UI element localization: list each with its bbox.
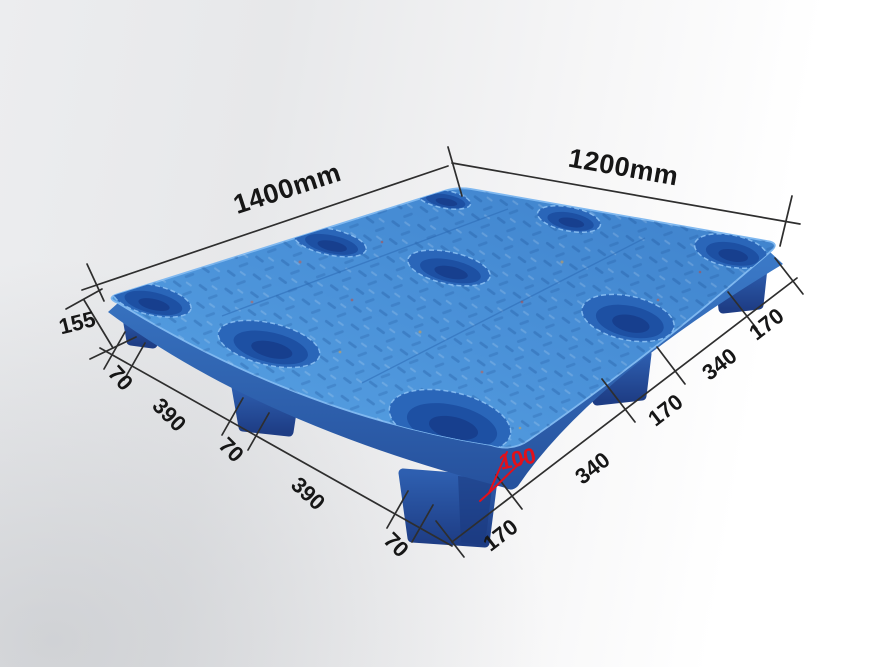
dim-100-red: [479, 451, 525, 502]
deck-cup: [407, 249, 491, 287]
right-dim-chain: [435, 257, 804, 558]
deck-cup: [217, 319, 321, 369]
deck-cup: [112, 282, 192, 318]
dim-label-right-1: 340: [570, 447, 614, 489]
deck-cup: [536, 204, 602, 234]
dim-label-left-1: 390: [147, 393, 191, 437]
dim-label-height: 155: [56, 306, 98, 339]
dim-label-length: 1400mm: [230, 157, 345, 220]
dim-1400: [81, 146, 463, 302]
pallet-deck-texture: [111, 188, 775, 448]
dim-label-width: 1200mm: [566, 143, 681, 192]
pallet-side-wall: [108, 252, 783, 490]
dimension-lines: [65, 146, 804, 558]
dim-label-left-2: 70: [214, 432, 249, 467]
dim-label-right-2: 170: [643, 389, 687, 431]
pallet: [108, 187, 783, 548]
dim-155: [65, 288, 137, 360]
dim-label-left-3: 390: [286, 472, 330, 515]
dim-1200: [451, 162, 801, 247]
deck-cup: [581, 293, 675, 343]
pallet-foot-shade: [458, 476, 493, 545]
deck-cup: [693, 233, 769, 269]
deck-cups: [112, 188, 769, 448]
deck-panel-seams: [221, 208, 646, 384]
left-dim-chain: [99, 331, 453, 547]
